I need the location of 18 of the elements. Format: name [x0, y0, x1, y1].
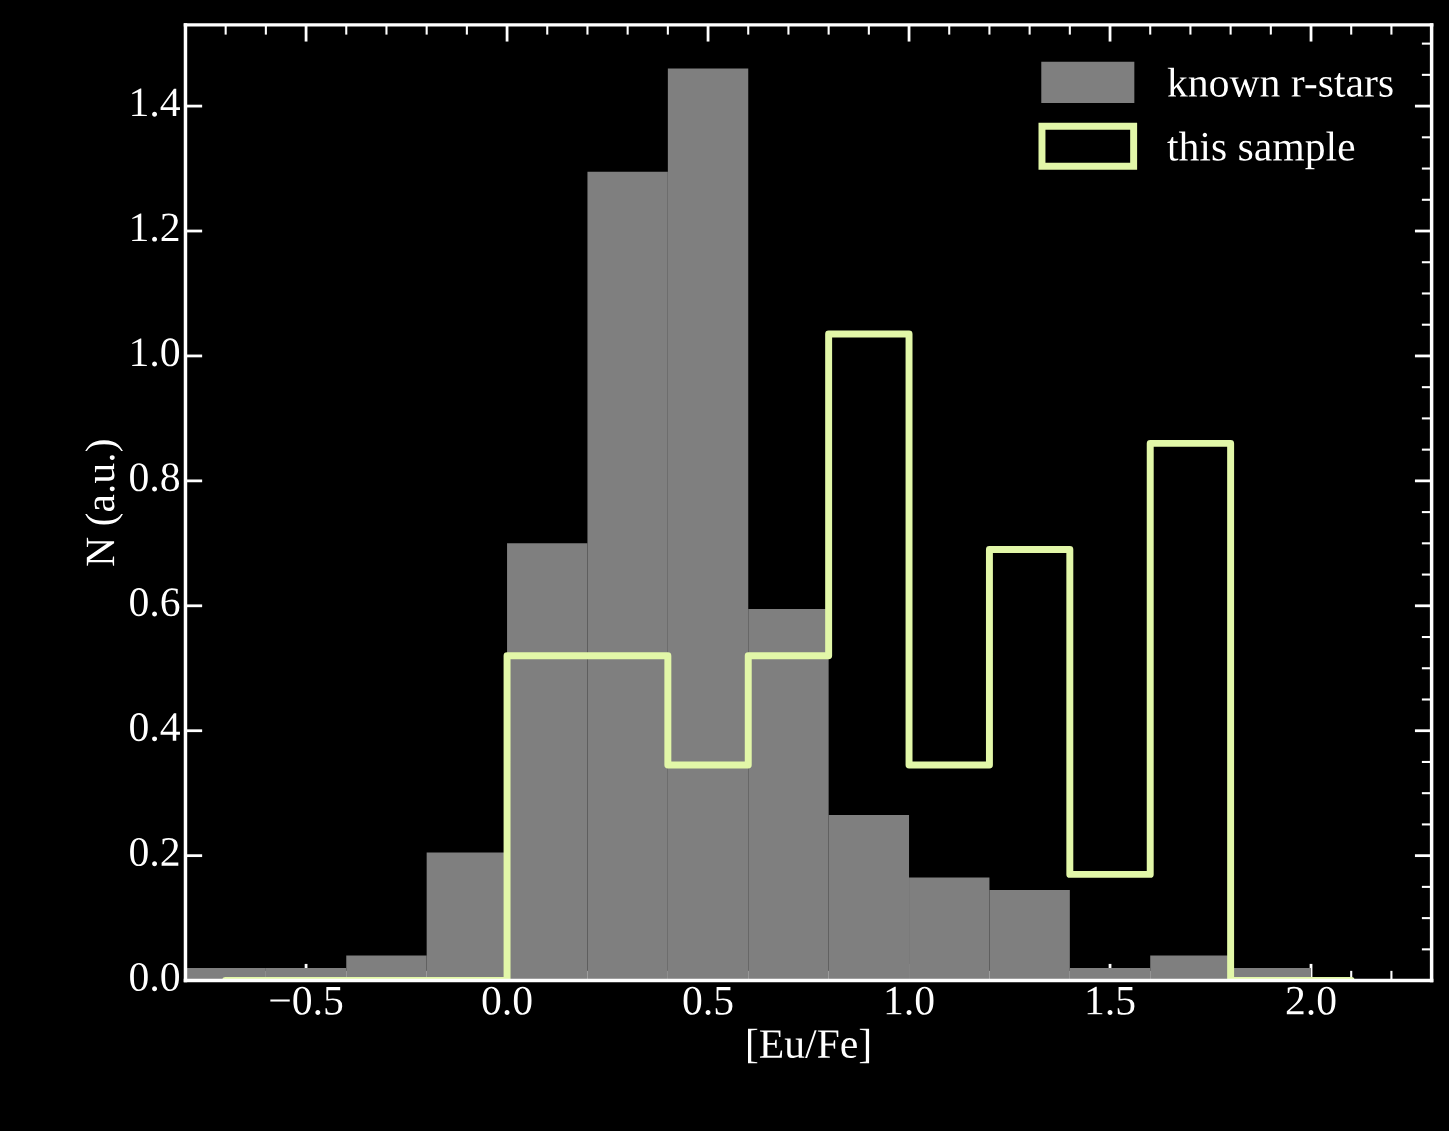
legend-label: this sample: [1167, 131, 1355, 170]
y-tick-label: 0.8: [130, 463, 180, 492]
y-tick-label: 0.2: [130, 837, 179, 867]
y-axis-title: N (a.u.): [85, 440, 123, 566]
legend-label: known r-stars: [1167, 67, 1393, 97]
y-tick-label: 0.0: [130, 962, 180, 992]
y-tick-label: 1.4: [132, 88, 180, 117]
y-tick-label: 0.6: [130, 588, 180, 617]
x-tick-label: 2.0: [1286, 986, 1336, 1015]
y-tick-label: 0.4: [130, 713, 180, 742]
y-tick-label: 1.0: [132, 338, 180, 367]
x-tick-label: 1.5: [1087, 986, 1135, 1015]
x-tick-label: −0.5: [270, 986, 343, 1015]
x-tick-label: 0.5: [683, 986, 733, 1015]
x-tick-label: 0.0: [482, 986, 532, 1015]
y-tick-label: 1.2: [132, 213, 179, 242]
x-axis-title: [Eu/Fe]: [748, 1028, 870, 1064]
x-tick-label: 1.0: [886, 986, 934, 1015]
